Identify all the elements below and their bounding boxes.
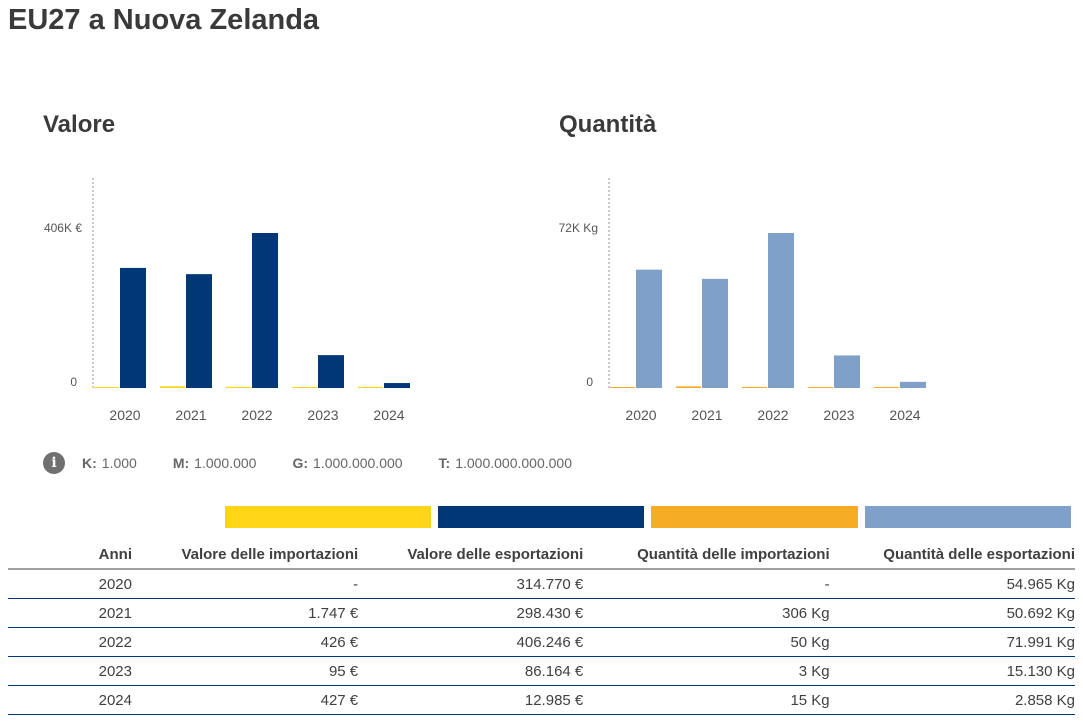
table-cell: 71.991 Kg [829, 627, 1075, 657]
bar-import-2020 [94, 387, 119, 388]
table-cell: 50 Kg [583, 627, 830, 657]
bar-import-2021 [676, 386, 701, 388]
bar-import-2023 [292, 386, 317, 388]
table-cell: 2021 [8, 598, 132, 628]
table-row: 2023 95 €86.164 €3 Kg 15.130 Kg [8, 656, 1075, 686]
bar-export-2021 [186, 274, 212, 388]
x-tick-label: 2024 [889, 407, 920, 423]
table-cell: 15.130 Kg [829, 656, 1075, 686]
page-title: EU27 a Nuova Zelanda [8, 4, 320, 36]
header-import-value: Valore delle importazioni [132, 540, 359, 570]
bar-export-2023 [834, 355, 860, 388]
x-tick-label: 2020 [625, 407, 656, 423]
legend-k: K: 1.000 [82, 455, 137, 471]
swatch-import-qty [651, 506, 858, 528]
bar-import-2022 [742, 386, 767, 388]
header-anni: Anni [8, 540, 132, 570]
valore-chart: 0 406K € 2020 2021 2022 2023 2024 [44, 178, 410, 423]
table-row: 2021 1.747 €298.430 €306 Kg 50.692 Kg [8, 598, 1075, 628]
data-table: Anni Valore delle importazioni Valore de… [8, 540, 1075, 715]
bar-export-2024 [384, 383, 410, 388]
table-cell: 2022 [8, 627, 132, 657]
bar-export-2020 [636, 269, 662, 388]
legend-t: T: 1.000.000.000.000 [438, 455, 572, 471]
table-cell: - [132, 569, 359, 599]
table-cell: 50.692 Kg [829, 598, 1075, 628]
y-tick-label: 406K € [44, 221, 82, 235]
bar-import-2024 [874, 386, 899, 388]
table-cell: 314.770 € [358, 569, 584, 599]
unit-legend: i K: 1.000 M: 1.000.000 G: 1.000.000.000 T:… [43, 452, 608, 474]
table-row: 2024 427 €12.985 €15 Kg 2.858 Kg [8, 685, 1075, 715]
table-cell: 3 Kg [583, 656, 830, 686]
header-export-value: Valore delle esportazioni [358, 540, 584, 570]
x-tick-label: 2021 [175, 407, 206, 423]
y-tick-label: 0 [70, 375, 77, 389]
legend-g: G: 1.000.000.000 [292, 455, 403, 471]
bar-export-2022 [768, 233, 794, 388]
table-header: Anni Valore delle importazioni Valore de… [8, 540, 1075, 570]
bar-export-2020 [120, 267, 146, 388]
table-row: 2022 426 €406.246 €50 Kg 71.991 Kg [8, 627, 1075, 657]
table-cell: 54.965 Kg [829, 569, 1075, 599]
bar-import-2024 [358, 386, 383, 388]
table-cell: 2020 [8, 569, 132, 599]
table-cell: - [583, 569, 830, 599]
x-tick-label: 2023 [307, 407, 338, 423]
legend-m: M: 1.000.000 [172, 455, 257, 471]
table-cell: 2024 [8, 685, 132, 715]
header-import-qty: Quantità delle importazioni [583, 540, 830, 570]
x-tick-label: 2023 [823, 407, 854, 423]
bar-import-2021 [160, 386, 185, 388]
bar-export-2024 [900, 381, 926, 388]
table-cell: 426 € [132, 627, 359, 657]
bar-export-2021 [702, 278, 728, 388]
quantita-chart: 0 72K Kg 2020 2021 2022 2023 2024 [559, 178, 926, 423]
info-icon[interactable]: i [43, 452, 65, 474]
y-tick-label: 0 [586, 375, 593, 389]
table-cell: 306 Kg [583, 598, 830, 628]
table-cell: 2.858 Kg [829, 685, 1075, 715]
swatch-export-qty [865, 506, 1071, 528]
swatch-import-value [225, 506, 431, 528]
table-cell: 15 Kg [583, 685, 830, 715]
header-export-qty: Quantità delle esportazioni [829, 540, 1075, 570]
table-cell: 298.430 € [358, 598, 584, 628]
chart-title-valore: Valore [43, 111, 116, 138]
bar-import-2022 [226, 386, 251, 388]
bar-export-2022 [252, 233, 278, 388]
x-tick-label: 2022 [757, 407, 788, 423]
bar-export-2023 [318, 355, 344, 388]
bar-import-2023 [808, 386, 833, 388]
chart-title-quantita: Quantità [559, 111, 657, 138]
table-cell: 86.164 € [358, 656, 584, 686]
bar-import-2020 [610, 387, 635, 388]
table-cell: 427 € [132, 685, 359, 715]
x-tick-label: 2022 [241, 407, 272, 423]
x-tick-label: 2021 [691, 407, 722, 423]
table-cell: 406.246 € [358, 627, 584, 657]
swatch-export-value [438, 506, 644, 528]
table-cell: 1.747 € [132, 598, 359, 628]
y-tick-label: 72K Kg [559, 221, 598, 235]
table-cell: 2023 [8, 656, 132, 686]
x-tick-label: 2020 [109, 407, 140, 423]
x-tick-label: 2024 [373, 407, 404, 423]
table-row: 2020-314.770 € -54.965 Kg [8, 569, 1075, 599]
table-cell: 12.985 € [358, 685, 584, 715]
table-cell: 95 € [132, 656, 359, 686]
